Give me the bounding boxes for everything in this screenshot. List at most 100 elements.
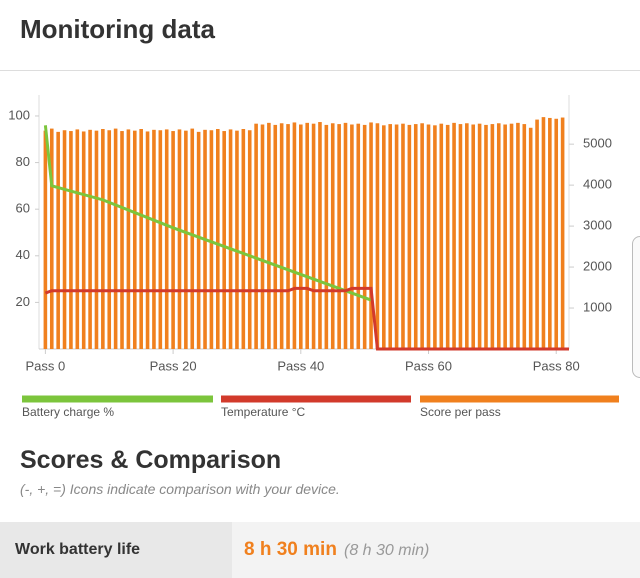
x-tick-label: Pass 80: [533, 358, 580, 373]
bar: [522, 124, 527, 349]
bar: [215, 129, 220, 349]
bar: [516, 122, 520, 349]
bar: [356, 123, 361, 349]
bar: [401, 123, 405, 349]
bar: [228, 129, 233, 349]
result-comparison: (8 h 30 min): [344, 542, 430, 559]
bar: [43, 130, 48, 349]
line: [44, 286, 569, 351]
bar: [458, 124, 463, 349]
y2-tick-label: 1000: [583, 299, 612, 314]
bar: [190, 128, 195, 349]
bar: [164, 129, 169, 349]
bar: [420, 123, 424, 349]
bar: [503, 124, 507, 350]
bar: [62, 130, 67, 349]
bar: [279, 123, 284, 349]
legend-label: Score per pass: [420, 405, 501, 419]
bar: [324, 124, 329, 349]
bar: [484, 124, 488, 349]
header-title: Monitoring data: [20, 14, 215, 44]
scroll-handle[interactable]: [632, 236, 640, 378]
bar: [528, 127, 533, 349]
bar: [171, 131, 175, 349]
bar: [88, 129, 92, 349]
bar: [554, 118, 559, 349]
bar: [56, 131, 60, 349]
y-tick-label: 20: [16, 294, 30, 309]
result-value: 8 h 30 min: [244, 539, 337, 560]
y2-tick-label: 3000: [583, 218, 612, 233]
bar: [247, 130, 252, 349]
bar: [439, 123, 444, 349]
bar: [337, 124, 341, 349]
x-tick-label: Pass 60: [405, 358, 452, 373]
bar: [101, 129, 105, 349]
y2-tick-label: 5000: [583, 136, 612, 151]
y2-tick-label: 2000: [583, 259, 612, 274]
bar: [69, 131, 73, 349]
y2-tick-label: 4000: [583, 177, 612, 192]
bar: [286, 124, 290, 349]
bar: [49, 128, 54, 349]
bar: [132, 130, 137, 349]
bar: [311, 123, 316, 349]
bar: [196, 131, 201, 349]
bar: [318, 122, 322, 349]
bar: [369, 122, 373, 349]
section-subtitle: (-, +, =) Icons indicate comparison with…: [20, 481, 340, 497]
bar: [113, 128, 118, 349]
bar: [375, 123, 380, 349]
bar: [235, 130, 239, 349]
bar: [94, 130, 99, 349]
bar: [209, 130, 214, 349]
bar: [152, 129, 156, 349]
legend-label: Battery charge %: [22, 405, 114, 419]
bar: [465, 123, 469, 349]
result-row[interactable]: Work battery life 8 h 30 min (8 h 30 min…: [0, 522, 640, 578]
bar: [75, 129, 80, 349]
bar: [158, 130, 163, 349]
y-tick-label: 60: [16, 201, 30, 216]
chart: 20 40 60 80 100 1000 2000 3000 4000 5000 Pass 0 Pas…: [8, 95, 619, 419]
bar: [394, 124, 399, 350]
bar: [407, 124, 412, 349]
bar: [145, 131, 150, 349]
bar: [382, 125, 386, 349]
bar: [81, 131, 86, 349]
bar: [241, 129, 246, 349]
bar: [126, 129, 131, 349]
bar: [445, 124, 450, 349]
bar: [343, 122, 348, 349]
bar: [330, 123, 335, 349]
x-tick-label: Pass 20: [150, 358, 197, 373]
bar: [107, 130, 112, 349]
bar: [477, 123, 482, 349]
bar: [496, 123, 501, 349]
header: Monitoring data: [0, 0, 640, 71]
result-label-cell: Work battery life: [0, 522, 232, 578]
bar: [548, 117, 552, 349]
x-tick-label: Pass 40: [277, 358, 324, 373]
x-tick-label: Pass 0: [26, 358, 66, 373]
bar: [560, 117, 565, 349]
bar: [541, 117, 546, 349]
bar: [254, 123, 258, 349]
bar: [273, 124, 278, 349]
bar: [388, 124, 393, 349]
section-title: Scores & Comparison: [20, 446, 282, 474]
y-tick-label: 100: [8, 107, 30, 122]
bar: [452, 122, 456, 349]
bar: [471, 124, 476, 350]
bar: [535, 119, 539, 349]
bar: [260, 124, 265, 350]
bar: [299, 124, 303, 350]
bar: [305, 122, 309, 349]
line: [43, 125, 372, 302]
bar: [490, 124, 495, 349]
bar: [139, 129, 143, 349]
bar: [433, 125, 437, 349]
bar: [267, 122, 271, 349]
bar: [120, 131, 124, 349]
